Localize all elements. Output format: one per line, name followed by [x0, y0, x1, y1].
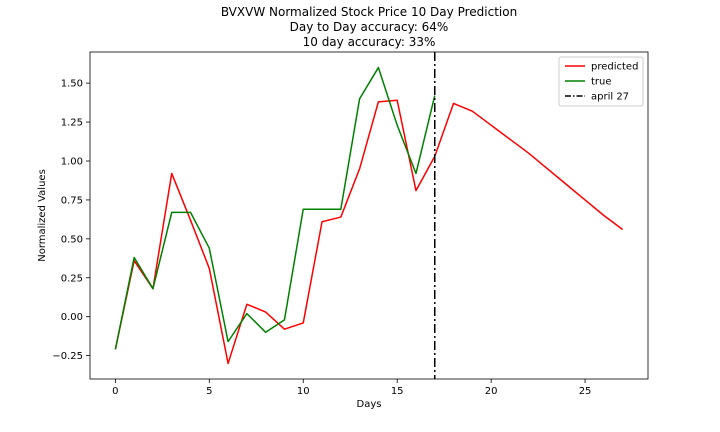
legend-box [558, 56, 644, 107]
x-tick-label: 20 [485, 386, 498, 397]
legend: predicted true april 27 [558, 56, 644, 107]
y-tick-label: 1.25 [61, 118, 83, 129]
series-line-true [114, 66, 436, 350]
y-axis-ticks: −0.25 0.00 0.25 0.50 0.75 1.00 1.25 1.50 [52, 79, 90, 362]
y-tick-label: 1.00 [61, 157, 83, 168]
chart-title: BVXVW Normalized Stock Price 10 Day Pred… [221, 5, 517, 19]
plot-area [114, 52, 624, 379]
y-tick-label: 1.50 [61, 79, 83, 90]
chart-subtitle-ten-day-accuracy: 10 day accuracy: 33% [303, 35, 436, 49]
chart-subtitle-day-accuracy: Day to Day accuracy: 64% [290, 20, 449, 34]
x-axis-label: Days [357, 399, 382, 410]
y-tick-label: 0.00 [61, 312, 83, 323]
x-tick-label: 0 [112, 386, 118, 397]
x-tick-label: 10 [297, 386, 310, 397]
x-tick-label: 25 [579, 386, 592, 397]
y-tick-label: 0.50 [61, 234, 83, 245]
x-axis-ticks: 0 5 10 15 20 25 [112, 379, 591, 397]
legend-label-april-27: april 27 [591, 92, 629, 103]
y-tick-label: 0.75 [61, 195, 83, 206]
plot-frame [89, 51, 649, 380]
legend-label-predicted: predicted [591, 62, 638, 73]
y-axis-label: Normalized Values [37, 169, 48, 262]
series-line-predicted [114, 99, 624, 365]
y-tick-label: −0.25 [52, 351, 83, 362]
x-tick-label: 15 [391, 386, 404, 397]
legend-label-true: true [591, 77, 612, 88]
y-tick-label: 0.25 [61, 273, 83, 284]
x-tick-label: 5 [206, 386, 212, 397]
